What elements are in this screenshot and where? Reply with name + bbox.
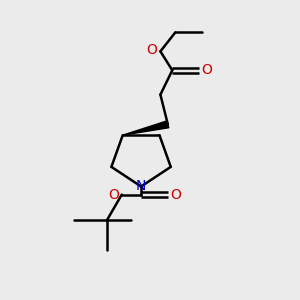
Text: O: O (146, 43, 157, 57)
Polygon shape (123, 121, 169, 135)
Text: O: O (108, 188, 119, 202)
Text: O: O (201, 63, 212, 77)
Text: N: N (136, 179, 146, 194)
Text: O: O (170, 188, 181, 202)
